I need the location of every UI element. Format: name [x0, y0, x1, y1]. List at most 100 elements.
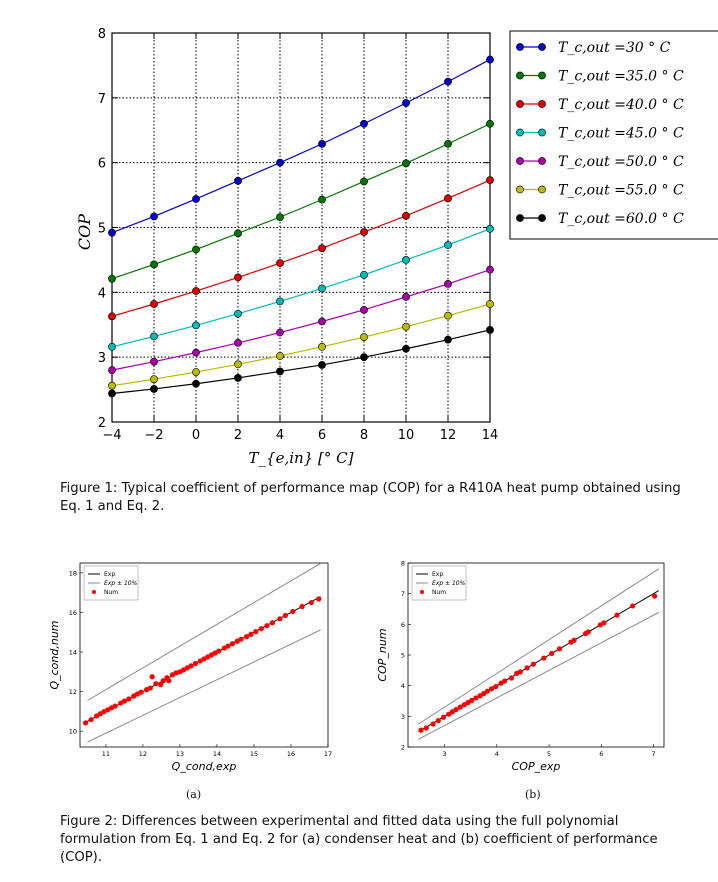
num-point — [269, 620, 276, 626]
data-point — [108, 312, 116, 321]
cop-scatter-chart: 3 4 5 6 7 2 3 4 5 6 7 8 Exp Exp ± 10% Num COP_exp COP_nu… — [376, 560, 665, 773]
num-point — [630, 603, 636, 609]
y-tick-label: 2 — [401, 744, 405, 752]
legend: Exp Exp ± 10% Num — [83, 565, 139, 601]
legend-entry: T_c,out =45.0 ° C — [558, 126, 684, 142]
figure1-caption: Figure 1: Typical coefficient of perform… — [60, 481, 681, 514]
num-point — [473, 695, 479, 701]
lower-band-line — [87, 629, 321, 743]
legend-swatch-marker — [538, 43, 546, 51]
x-tick-label: 12 — [139, 750, 147, 758]
upper-band-line — [418, 568, 660, 725]
num-point — [614, 612, 620, 618]
data-point — [360, 305, 368, 314]
data-point — [192, 348, 200, 357]
data-point — [318, 361, 326, 369]
x-tick-label: 12 — [440, 428, 457, 443]
num-point — [290, 608, 296, 615]
data-point — [276, 259, 284, 268]
data-point — [360, 228, 368, 236]
data-point — [276, 297, 284, 306]
num-point — [556, 646, 563, 652]
legend-swatch-marker — [516, 185, 524, 194]
data-point — [486, 176, 494, 185]
data-point — [192, 245, 200, 254]
data-point — [444, 139, 452, 148]
data-point — [360, 177, 368, 186]
data-point — [192, 368, 200, 376]
num-point — [243, 634, 250, 640]
data-point — [318, 244, 326, 253]
x-tick-label: 4 — [276, 428, 284, 443]
legend-entry: Exp ± 10% — [432, 580, 466, 587]
num-point — [158, 682, 164, 688]
num-point — [160, 678, 166, 684]
data-point — [444, 311, 452, 320]
data-point — [150, 300, 158, 308]
data-point — [486, 119, 494, 128]
legend: Exp Exp ± 10% Num — [411, 565, 467, 601]
num-point — [88, 717, 94, 723]
y-tick-label: 3 — [98, 351, 106, 366]
series-line — [111, 329, 491, 395]
num-point — [253, 629, 259, 635]
legend-swatch-marker — [516, 214, 524, 222]
cop-map-chart: −4 −2 0 2 4 6 8 10 12 14 2 3 4 5 6 7 8 T_{e,in} [° C] COP T… — [75, 27, 718, 467]
data-point — [234, 309, 242, 318]
num-point — [147, 685, 153, 691]
data-point — [276, 351, 284, 360]
y-tick-label: 7 — [98, 92, 106, 107]
num-point — [264, 623, 270, 629]
num-point — [138, 689, 144, 695]
data-point — [360, 119, 368, 128]
legend-swatch-marker — [516, 128, 524, 137]
data-point — [276, 367, 284, 376]
num-point — [308, 599, 314, 606]
data-point — [486, 326, 494, 334]
data-point — [234, 360, 242, 369]
legend-entry: T_c,out =40.0 ° C — [558, 97, 684, 113]
legend-swatch-marker — [538, 128, 546, 137]
num-point — [530, 661, 536, 667]
y-tick-label: 14 — [69, 649, 77, 657]
data-point — [108, 366, 116, 375]
data-point — [486, 265, 494, 274]
num-point — [258, 626, 264, 632]
num-point — [238, 636, 244, 642]
num-point — [453, 706, 459, 713]
num-point — [192, 660, 199, 667]
data-point — [276, 328, 284, 337]
data-point — [402, 256, 410, 264]
legend-entry: T_c,out =60.0 ° C — [558, 211, 684, 227]
data-point — [234, 176, 242, 185]
legend: T_c,out =30 ° C T_c,out =35.0 ° C T_c,out … — [509, 30, 718, 240]
num-point — [524, 665, 530, 671]
num-point — [435, 718, 441, 724]
x-tick-label: 11 — [102, 750, 110, 758]
x-tick-label: −2 — [144, 428, 163, 443]
x-axis-label: Q_cond,exp — [172, 760, 237, 773]
legend-entry: Exp ± 10% — [104, 580, 138, 587]
num-point — [282, 612, 289, 619]
x-tick-label: 5 — [547, 750, 551, 758]
num-point — [423, 725, 429, 731]
legend-swatch-marker — [538, 214, 546, 222]
data-point — [150, 385, 158, 393]
data-point — [318, 284, 326, 293]
legend-entry: Exp — [432, 571, 443, 578]
data-point — [318, 195, 326, 204]
num-point — [153, 681, 159, 687]
num-point — [446, 711, 452, 717]
data-point — [444, 280, 452, 288]
y-tick-label: 2 — [98, 416, 106, 431]
num-point — [488, 686, 495, 692]
x-tick-label: 15 — [250, 750, 258, 758]
x-tick-label: 10 — [398, 428, 415, 443]
num-point — [440, 714, 447, 720]
data-point — [444, 335, 452, 344]
x-tick-label: 8 — [360, 428, 368, 443]
data-point — [192, 379, 200, 388]
legend-swatch-marker — [516, 157, 524, 165]
data-point — [150, 260, 158, 269]
data-point — [360, 353, 368, 362]
